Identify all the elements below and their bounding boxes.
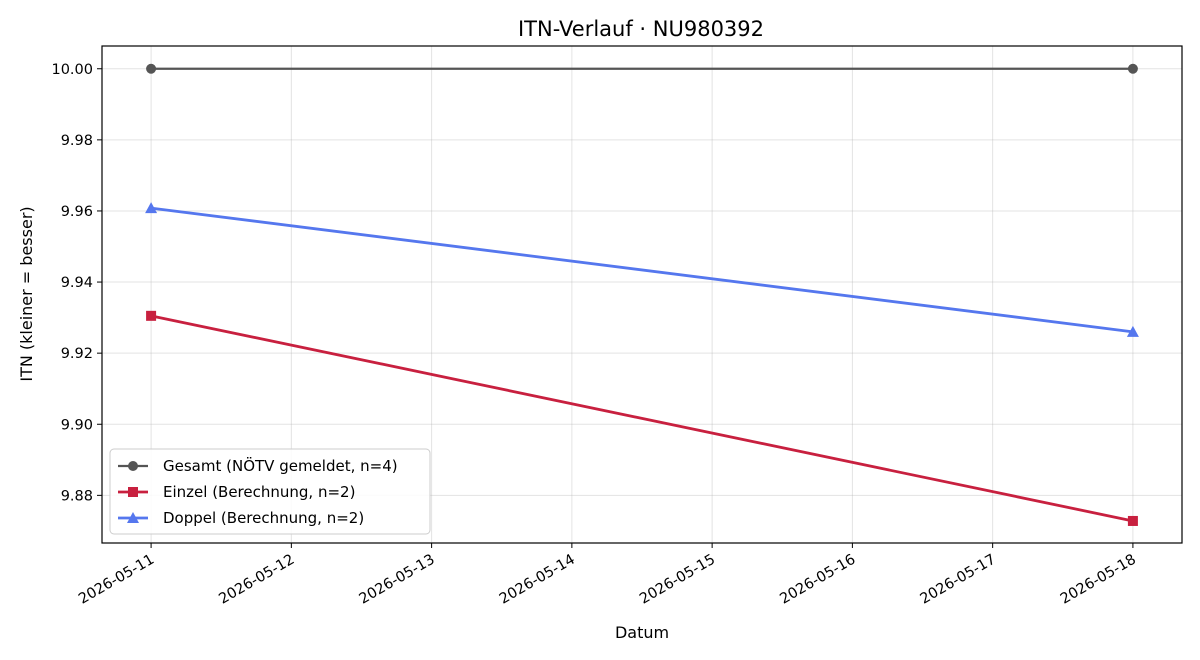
- data-point-series-3: [145, 202, 158, 214]
- legend-box: [109, 448, 431, 535]
- data-point-series-2: [1127, 515, 1138, 526]
- legend-label-1: Gesamt (NÖTV gemeldet, n=4): [163, 456, 398, 475]
- series-line-3: [150, 206, 1134, 334]
- legend-marker-2: [128, 487, 138, 497]
- x-tick-label: 2026-05-11: [76, 552, 157, 608]
- x-axis-label: Datum: [615, 623, 669, 642]
- chart-title: ITN-Verlauf · NU980392: [518, 17, 764, 41]
- data-point-series-2: [146, 310, 157, 321]
- y-tick-label: 9.98: [61, 133, 93, 149]
- y-axis-label: ITN (kleiner = besser): [17, 206, 36, 381]
- legend-label-2: Einzel (Berechnung, n=2): [163, 483, 355, 501]
- legend: Gesamt (NÖTV gemeldet, n=4) Einzel (Berec…: [109, 448, 431, 535]
- legend-marker-3: [127, 512, 139, 523]
- legend-marker-1: [128, 461, 138, 471]
- data-point-series-1: [146, 63, 157, 74]
- y-axis: 9.88 9.90 9.92 9.94 9.96 9.98 10.00: [51, 62, 102, 504]
- y-tick-label: 9.92: [61, 346, 93, 362]
- x-tick-label: 2026-05-18: [1058, 552, 1139, 608]
- y-tick-label: 9.96: [61, 204, 93, 220]
- x-tick-label: 2026-05-16: [777, 552, 858, 608]
- y-tick-label: 9.88: [61, 488, 93, 504]
- x-tick-label: 2026-05-13: [357, 552, 438, 608]
- series-line-2: [150, 314, 1134, 523]
- x-axis: 2026-05-11 2026-05-12 2026-05-13 2026-05-14…: [76, 543, 1139, 608]
- series-layer: [145, 63, 1139, 526]
- y-tick-label: 10.00: [51, 62, 93, 78]
- x-tick-label: 2026-05-14: [497, 552, 578, 608]
- x-tick-label: 2026-05-17: [918, 552, 999, 608]
- legend-label-3: Doppel (Berechnung, n=2): [163, 509, 364, 527]
- plot-frame: [101, 45, 1183, 544]
- y-tick-label: 9.94: [61, 275, 93, 291]
- data-point-series-3: [1126, 325, 1139, 337]
- x-tick-label: 2026-05-12: [216, 552, 297, 608]
- grid-layer: [102, 46, 1182, 543]
- data-point-series-1: [1127, 63, 1138, 74]
- x-tick-label: 2026-05-15: [637, 552, 718, 608]
- y-tick-label: 9.90: [61, 417, 93, 433]
